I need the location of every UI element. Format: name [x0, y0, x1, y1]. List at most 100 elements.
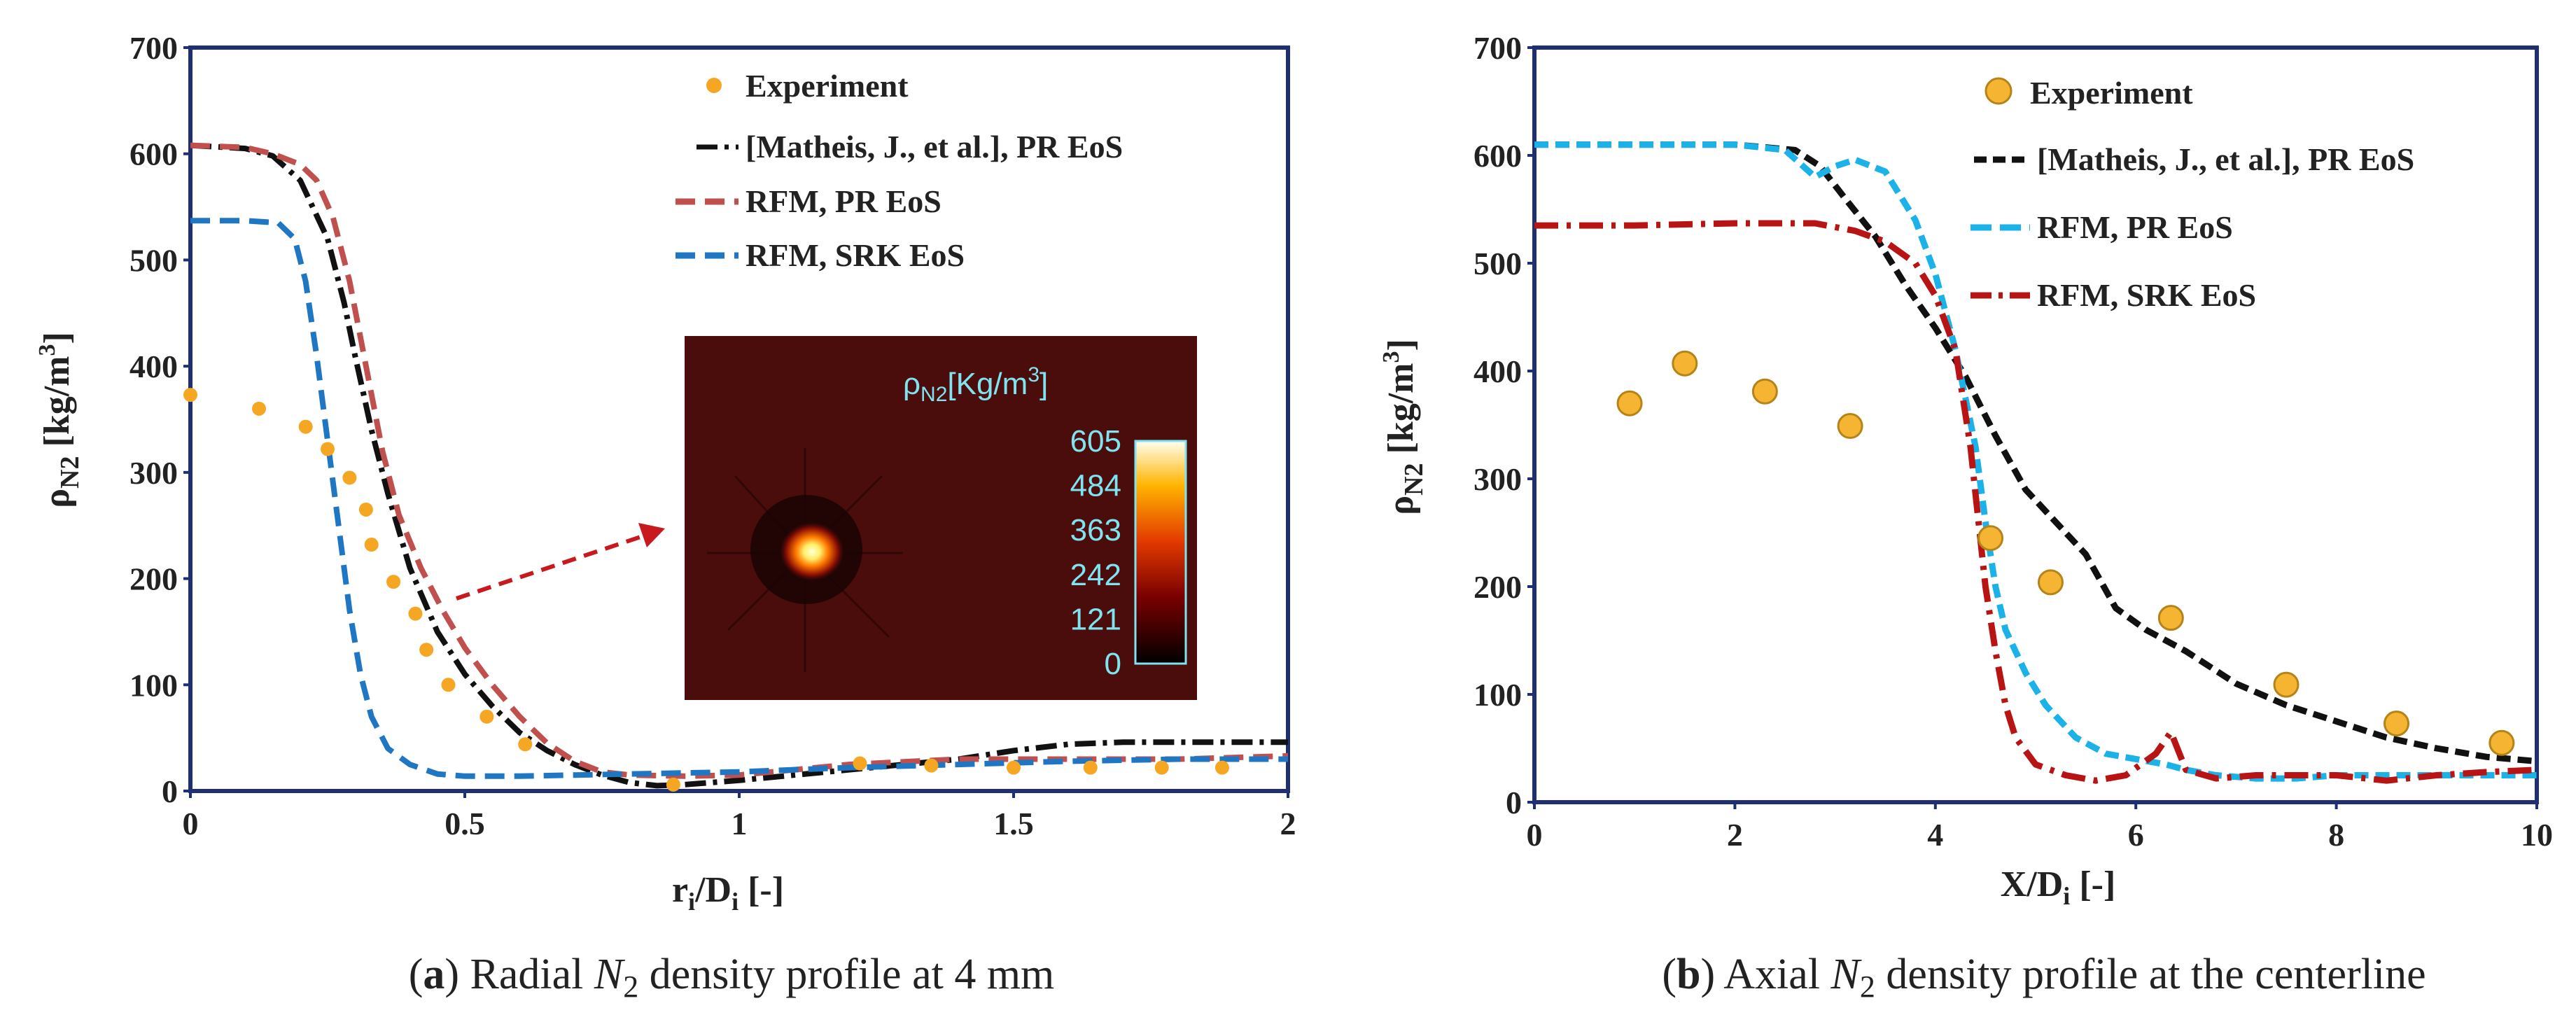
- x-tick-label: 8: [2328, 817, 2344, 853]
- inset-colorbar: [1134, 440, 1187, 665]
- panel-b-x-ticks: 0 2 4 6 8 10: [1527, 802, 2553, 853]
- y-tick-label: 400: [1474, 354, 1522, 389]
- data-point-experiment: [479, 709, 494, 724]
- legend-label-matheis: [Matheis, J., et al.], PR EoS: [746, 129, 1123, 164]
- data-point-experiment: [1083, 760, 1098, 775]
- y-tick-label: 600: [1474, 138, 1522, 174]
- y-tick-label: 200: [130, 561, 178, 597]
- y-tick-label: 700: [1474, 30, 1522, 66]
- panel-a-legend: Experiment [Matheis, J., et al.], PR EoS…: [676, 68, 1123, 273]
- y-tick-label: 0: [162, 774, 178, 809]
- legend-item-experiment: Experiment: [706, 68, 909, 104]
- x-tick-label: 1.5: [993, 806, 1034, 841]
- legend-item-rfm-pr: RFM, PR EoS: [1970, 209, 2233, 245]
- data-point-experiment: [1977, 525, 2004, 552]
- panel-a-x-axis-label: ri/Di [-]: [672, 870, 784, 916]
- y-tick-label: 600: [130, 136, 178, 172]
- data-point-experiment: [2037, 569, 2064, 596]
- data-point-experiment: [1154, 760, 1169, 775]
- colorbar-tick-label: 0: [1105, 647, 1121, 681]
- legend-item-experiment: Experiment: [1984, 75, 2193, 111]
- data-point-experiment: [2488, 729, 2515, 756]
- panel-b-caption: (b) Axial N2 density profile at the cent…: [1662, 951, 2426, 1004]
- y-tick-label: 700: [130, 30, 178, 66]
- data-point-experiment: [1672, 350, 1698, 377]
- panel-b-x-axis-label: X/Di [-]: [2001, 864, 2116, 910]
- panel-b-plot-frame: [1532, 46, 2539, 804]
- panel-a-radial-density-chart: 0 100 200 300 400 500 600 700 0 0.5 1 1.5 2 ρN2 [kg…: [34, 30, 1296, 1004]
- panel-b-y-axis-label: ρN2 [kg/m3]: [1378, 339, 1429, 515]
- legend-label-matheis: [Matheis, J., et al.], PR EoS: [2037, 141, 2414, 177]
- data-point-experiment: [2384, 710, 2410, 737]
- colorbar-tick-label: 605: [1070, 424, 1121, 458]
- x-tick-label: 2: [1727, 817, 1743, 853]
- legend-label-experiment: Experiment: [746, 68, 909, 104]
- data-point-experiment: [853, 756, 867, 771]
- data-point-experiment: [924, 758, 939, 773]
- legend-label-rfm-pr: RFM, PR EoS: [746, 183, 941, 219]
- data-point-experiment: [408, 606, 423, 621]
- y-tick-label: 500: [130, 242, 178, 278]
- series-line-rfm-srk-eos: [1534, 220, 2538, 784]
- data-point-experiment: [518, 737, 533, 752]
- data-point-experiment: [419, 643, 434, 657]
- x-tick-label: 0.5: [444, 806, 485, 841]
- panel-a-y-axis-label: ρN2 [kg/m3]: [34, 332, 85, 508]
- data-point-experiment: [321, 442, 335, 456]
- inset-colorbar-title: ρN2[Kg/m3]: [903, 363, 1048, 406]
- colorbar-tick-label: 121: [1070, 602, 1121, 636]
- inset-jet-hot-spot: [780, 522, 844, 581]
- panel-b-y-ticks: 0 100 200 300 400 500 600 700: [1474, 30, 1534, 820]
- series-line-matheis-j-et-al-pr-eos: [190, 142, 1288, 789]
- data-point-experiment: [1007, 760, 1021, 775]
- x-tick-label: 10: [2521, 817, 2553, 853]
- y-tick-label: 300: [130, 455, 178, 491]
- legend-marker-experiment: [706, 78, 722, 93]
- y-tick-label: 0: [1506, 785, 1522, 820]
- inset-density-image: ρN2[Kg/m3] 605 484 363 242 121 0: [685, 336, 1197, 700]
- x-tick-label: 0: [183, 806, 199, 841]
- panel-a-series: [183, 142, 1289, 792]
- colorbar-tick-label: 242: [1070, 558, 1121, 592]
- y-tick-label: 300: [1474, 461, 1522, 497]
- data-point-experiment: [1616, 390, 1643, 416]
- panel-b-legend: Experiment [Matheis, J., et al.], PR EoS…: [1970, 75, 2414, 313]
- inset-pointer-arrow: [456, 523, 665, 601]
- data-point-experiment: [358, 502, 373, 517]
- data-point-experiment: [386, 575, 401, 589]
- data-point-experiment: [2273, 671, 2300, 698]
- panel-a-caption: (a) Radial N2 density profile at 4 mm: [409, 951, 1055, 1004]
- x-tick-label: 4: [1927, 817, 1943, 853]
- x-tick-label: 6: [2128, 817, 2144, 853]
- series-line-rfm-pr-eos: [190, 142, 1289, 779]
- data-point-experiment: [2157, 605, 2184, 631]
- legend-label-rfm-srk: RFM, SRK EoS: [2037, 277, 2256, 313]
- legend-item-rfm-srk: RFM, SRK EoS: [676, 237, 965, 273]
- data-point-experiment: [1751, 378, 1778, 405]
- legend-item-rfm-pr: RFM, PR EoS: [676, 183, 941, 219]
- data-point-experiment: [183, 388, 197, 402]
- data-point-experiment: [252, 401, 266, 416]
- data-point-experiment: [364, 538, 379, 552]
- y-tick-label: 500: [1474, 246, 1522, 281]
- legend-label-rfm-srk: RFM, SRK EoS: [746, 237, 965, 273]
- y-tick-label: 400: [130, 349, 178, 384]
- panel-a-x-ticks: 0 0.5 1 1.5 2: [183, 791, 1296, 841]
- legend-item-matheis: [Matheis, J., et al.], PR EoS: [696, 129, 1123, 164]
- panel-b-series: [1534, 141, 2538, 784]
- data-point-experiment: [1214, 760, 1229, 775]
- inset-colorbar-ticks: 605 484 363 242 121 0: [1070, 424, 1121, 681]
- panel-a-y-ticks: 0 100 200 300 400 500 600 700: [130, 30, 190, 809]
- legend-item-rfm-srk: RFM, SRK EoS: [1970, 277, 2256, 313]
- legend-label-experiment: Experiment: [2030, 75, 2193, 111]
- y-tick-label: 200: [1474, 569, 1522, 605]
- series-line-rfm-srk-eos: [190, 218, 1288, 779]
- y-tick-label: 100: [130, 667, 178, 703]
- legend-label-rfm-pr: RFM, PR EoS: [2037, 209, 2233, 245]
- x-tick-label: 2: [1280, 806, 1296, 841]
- colorbar-tick-label: 363: [1070, 513, 1121, 547]
- y-tick-label: 100: [1474, 677, 1522, 713]
- legend-item-matheis: [Matheis, J., et al.], PR EoS: [1974, 141, 2414, 177]
- data-point-experiment: [1837, 413, 1863, 440]
